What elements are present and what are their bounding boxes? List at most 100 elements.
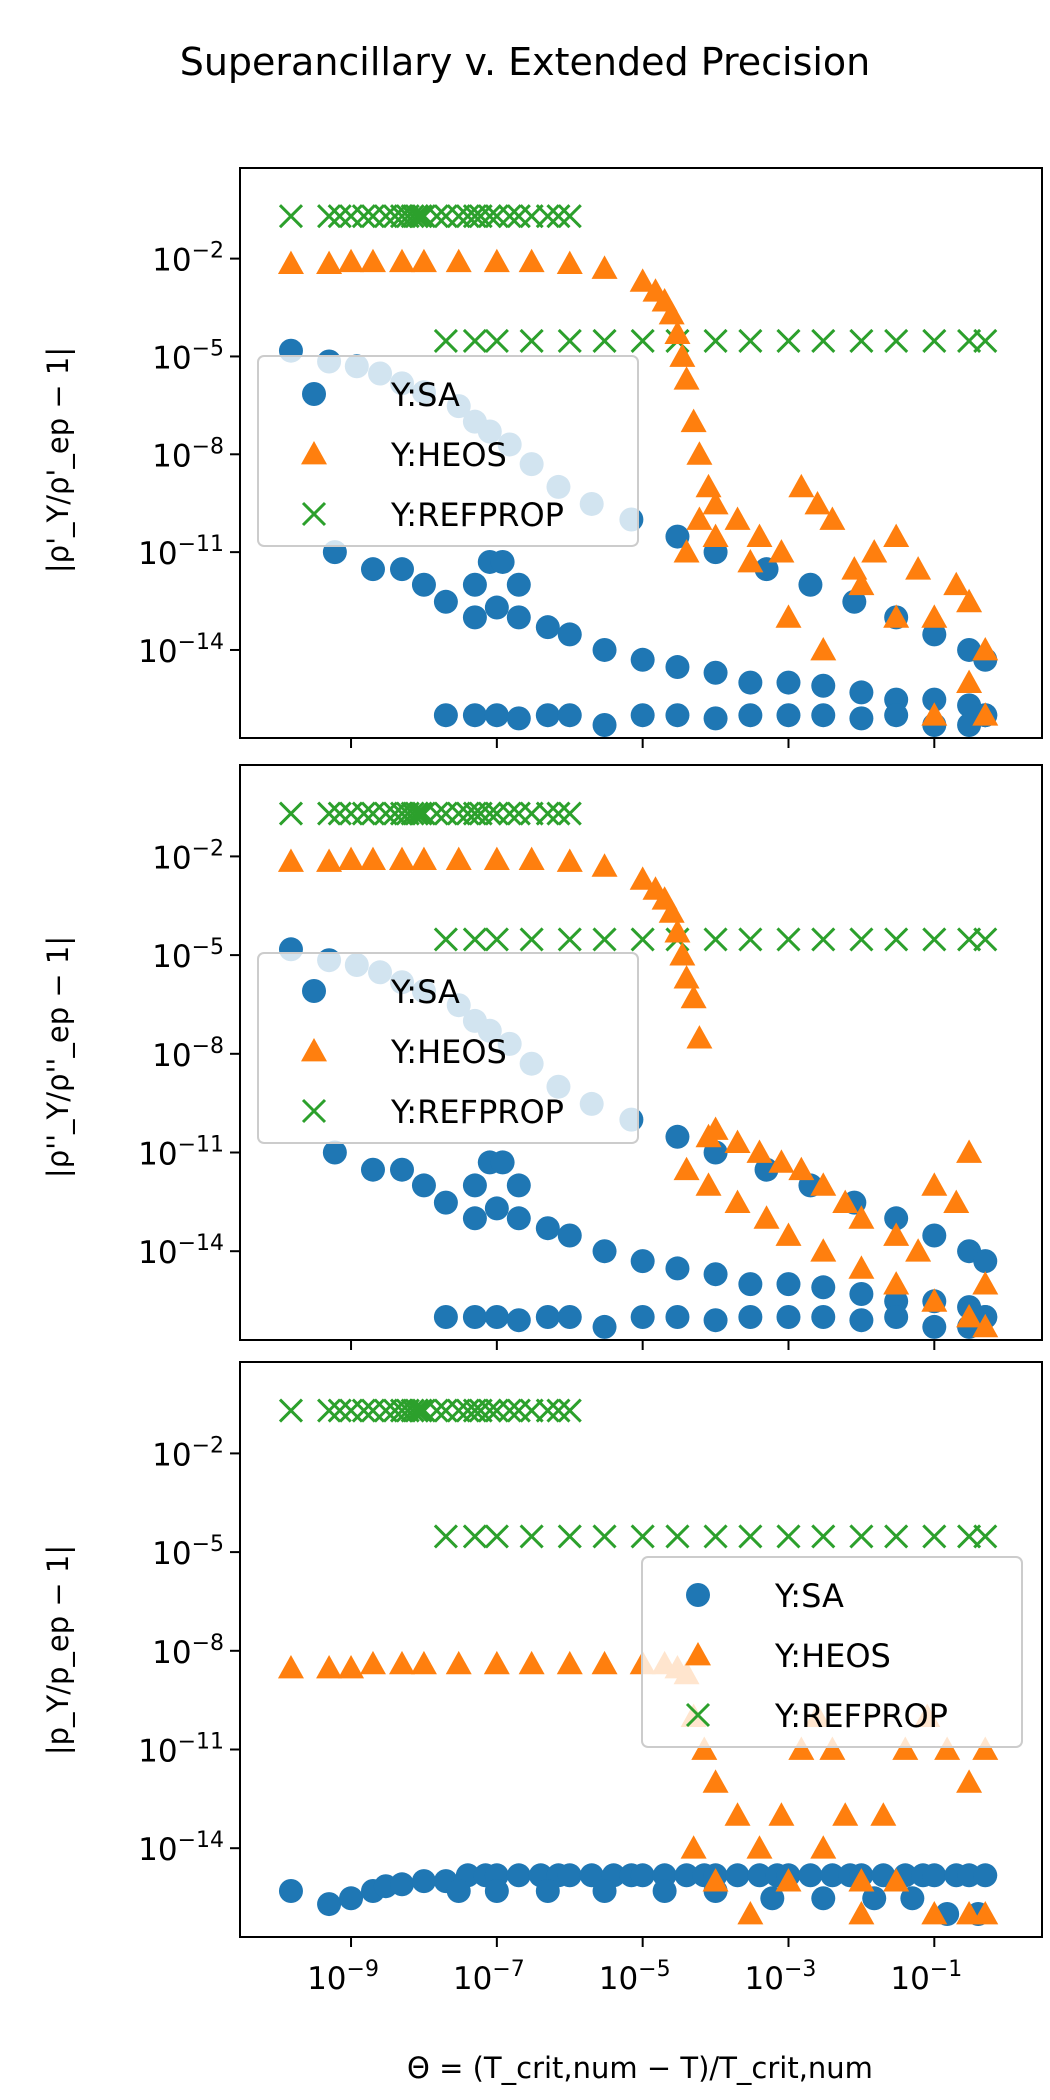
point-y-refprop (519, 1524, 544, 1549)
point-y-refprop (327, 1398, 352, 1423)
point-y-sa (922, 622, 947, 647)
point-y-refprop (497, 204, 522, 229)
point-y-sa (798, 572, 823, 597)
point-y-refprop (592, 927, 617, 952)
ytick-label: 10−11 (138, 1133, 224, 1173)
point-y-refprop (317, 1398, 342, 1423)
legend-triangle-icon (685, 1642, 711, 1666)
point-y-refprop (519, 927, 544, 952)
point-y-heos (861, 539, 888, 563)
point-y-refprop (477, 1398, 502, 1423)
point-y-refprop (327, 204, 352, 229)
point-y-heos (724, 1189, 751, 1214)
ytick-label-base: 10 (152, 438, 191, 474)
point-y-heos (848, 1868, 875, 1892)
ytick-label: 10−2 (152, 1433, 224, 1473)
ytick-label-base: 10 (152, 1635, 191, 1671)
point-y-refprop (811, 927, 836, 952)
ylabel-panel-1-group: |ρ'_Y/ρ'_ep − 1| (41, 347, 75, 573)
point-y-sa (462, 605, 487, 630)
ytick-label-base: 10 (152, 840, 191, 876)
point-y-refprop (811, 328, 836, 353)
point-y-refprop (400, 801, 425, 826)
panel-1-marks (277, 204, 999, 738)
point-y-heos (410, 1650, 437, 1675)
point-y-heos (669, 343, 696, 367)
point-y-heos (746, 1139, 773, 1163)
point-y-refprop (433, 328, 458, 353)
legend-x-icon (685, 1702, 711, 1728)
point-y-refprop (477, 801, 502, 826)
ytick-label-exp: −2 (192, 1433, 224, 1458)
point-y-sa (665, 655, 690, 680)
point-y-heos (810, 636, 837, 661)
point-y-sa (506, 1173, 531, 1198)
point-y-heos (819, 1736, 846, 1760)
point-y-heos (673, 539, 700, 563)
legend-label: Y:SA (390, 973, 460, 1011)
point-y-heos (972, 1901, 999, 1925)
point-y-sa (535, 1879, 560, 1904)
legend-label: Y:REFPROP (390, 496, 564, 534)
point-y-heos (695, 1172, 722, 1196)
point-y-refprop (922, 328, 947, 353)
legend-panel-2: Y:SA Y:HEOS Y:REFPROP (257, 952, 639, 1144)
point-y-heos (556, 250, 583, 275)
panel-1-frame (239, 167, 1043, 739)
point-y-sa (484, 1879, 509, 1904)
point-y-refprop (811, 1524, 836, 1549)
point-y-heos (746, 1835, 773, 1859)
point-y-heos (775, 604, 802, 628)
point-y-sa (811, 1275, 836, 1300)
ytick-label: 10−5 (152, 935, 224, 975)
point-y-refprop (317, 801, 342, 826)
point-y-heos (905, 556, 932, 580)
point-y-sa (862, 1886, 887, 1911)
point-y-refprop (351, 801, 376, 826)
point-y-heos (702, 1868, 729, 1892)
point-y-sa (738, 1305, 763, 1330)
legend-panel-1: Y:SA Y:HEOS Y:REFPROP (257, 355, 639, 547)
point-y-heos (686, 1025, 713, 1049)
point-y-heos (686, 506, 713, 530)
xtick-label-base: 10 (453, 1961, 492, 1997)
point-y-heos (775, 1222, 802, 1246)
point-y-sa (798, 1863, 823, 1888)
point-y-sa (922, 1223, 947, 1248)
point-y-heos (673, 965, 700, 989)
point-y-heos (359, 846, 386, 870)
point-y-heos (316, 848, 343, 872)
point-y-refprop (327, 801, 352, 826)
point-y-heos (518, 1650, 545, 1675)
ytick-label-exp: −2 (192, 239, 224, 264)
figure-title: Superancillary v. Extended Precision (180, 40, 871, 84)
point-y-sa (446, 1879, 471, 1904)
point-y-heos (359, 1650, 386, 1675)
point-y-refprop (776, 1524, 801, 1549)
point-y-sa (738, 1272, 763, 1297)
xtick-label: 10−9 (307, 1957, 379, 1997)
legend-label: Y:HEOS (390, 436, 507, 474)
point-y-refprop (424, 1398, 449, 1423)
point-y-sa (360, 1157, 385, 1182)
point-y-heos (277, 848, 304, 872)
ytick-label-exp: −8 (192, 1631, 224, 1656)
ytick-label: 10−8 (152, 1631, 224, 1671)
series-y-heos (277, 846, 999, 1338)
point-y-heos (775, 1868, 802, 1892)
point-y-sa (592, 1239, 617, 1264)
point-y-heos (972, 1271, 999, 1295)
point-y-refprop (776, 927, 801, 952)
point-y-refprop (477, 204, 502, 229)
point-y-sa (462, 703, 487, 728)
ytick-label-base: 10 (138, 1235, 177, 1271)
point-y-sa (849, 1308, 874, 1333)
xtick-label-base: 10 (307, 1961, 346, 1997)
point-y-heos (943, 1189, 970, 1214)
point-y-heos (934, 1736, 961, 1760)
point-y-heos (956, 669, 983, 693)
point-y-sa (776, 703, 801, 728)
legend-label: Y:SA (390, 376, 460, 414)
series-y-sa (278, 1863, 998, 1927)
